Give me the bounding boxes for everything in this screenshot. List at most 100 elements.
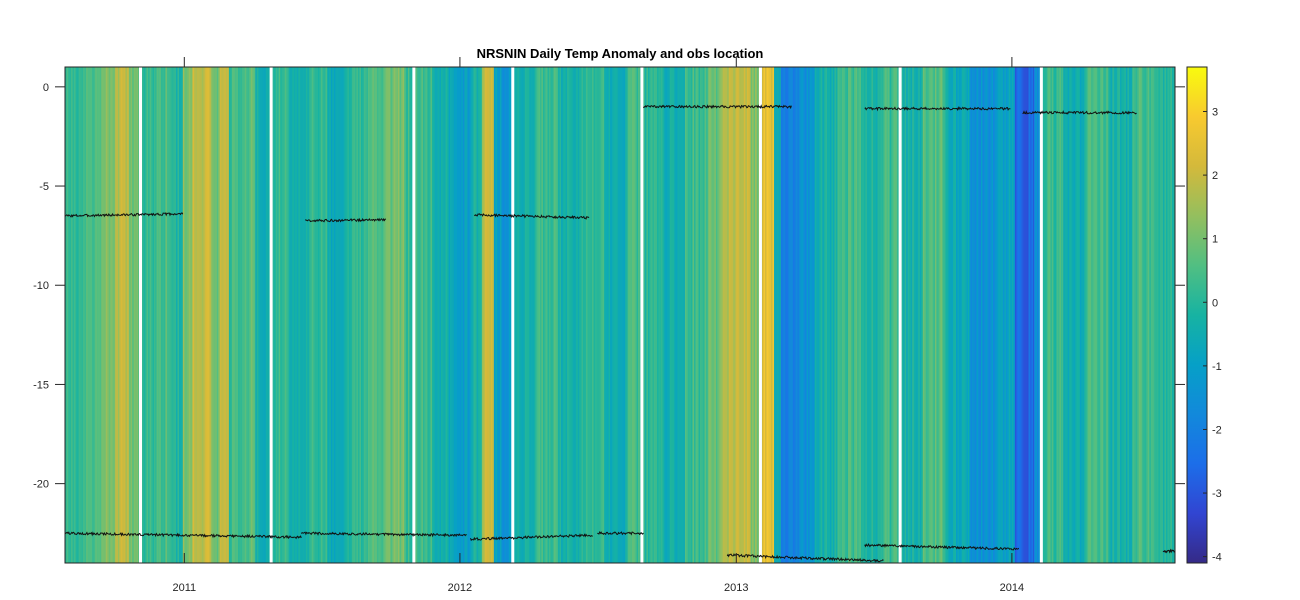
anomaly-segment <box>968 67 996 563</box>
anomaly-segment <box>684 67 709 563</box>
anomaly-segment <box>470 67 483 563</box>
anomaly-segment <box>604 67 629 563</box>
anomaly-segment <box>102 67 116 563</box>
anomaly-segment <box>142 67 157 563</box>
anomaly-segment <box>1132 67 1156 563</box>
anomaly-segment <box>1042 67 1064 563</box>
anomaly-segment <box>156 67 173 563</box>
obs-depth-track <box>470 533 593 542</box>
anomaly-segment <box>883 67 900 563</box>
anomaly-segment <box>415 67 433 563</box>
anomaly-segment <box>514 67 537 563</box>
obs-depth-track <box>642 104 792 110</box>
obs-depth-track <box>300 531 467 538</box>
colorbar: 3 2 1 0 -1 -2 -3 -4 <box>1186 66 1222 564</box>
data-gap-line <box>269 67 273 563</box>
obs-depth-track <box>597 531 644 536</box>
heatmap-plot-area <box>65 67 1175 563</box>
anomaly-segment <box>558 67 583 563</box>
anomaly-segment <box>65 67 84 563</box>
anomaly-segment <box>192 67 212 563</box>
data-gaps <box>139 67 1043 563</box>
obs-depth-track <box>65 212 184 218</box>
colorbar-tick-label: -3 <box>1212 488 1222 500</box>
anomaly-segment <box>719 67 734 563</box>
anomaly-segment <box>347 67 369 563</box>
anomaly-segment <box>182 67 194 563</box>
anomaly-segment <box>114 67 130 563</box>
anomaly-segment <box>289 67 310 563</box>
x-tick-label: 2011 <box>172 582 196 594</box>
anomaly-segment <box>481 67 495 563</box>
colorbar-tick-label: 2 <box>1212 170 1218 182</box>
colorbar-tick-label: -1 <box>1212 361 1222 373</box>
anomaly-segment <box>493 67 503 563</box>
y-tick-label: -20 <box>33 479 49 491</box>
x-tick-label: 2013 <box>724 582 748 594</box>
obs-depth-tracks <box>65 104 1175 563</box>
anomaly-segment <box>535 67 559 563</box>
anomaly-segment <box>733 67 752 563</box>
colorbar-tick-label: -2 <box>1212 424 1222 436</box>
anomaly-segment <box>210 67 219 563</box>
obs-depth-track <box>305 217 387 223</box>
y-tick-label: -15 <box>33 379 49 391</box>
obs-depth-track <box>864 106 1011 112</box>
x-tick-label: 2014 <box>1000 582 1024 594</box>
anomaly-segment <box>255 67 271 563</box>
anomaly-segment <box>643 67 663 563</box>
anomaly-segment <box>1014 67 1035 563</box>
axes-frame <box>64 66 1176 564</box>
anomaly-segment <box>272 67 290 563</box>
data-gap-line <box>898 67 902 563</box>
obs-depth-track <box>473 213 590 220</box>
obs-depth-track <box>65 531 302 540</box>
anomaly-segment <box>662 67 686 563</box>
anomaly-segment <box>83 67 104 563</box>
colorbar-ticks: 3 2 1 0 -1 -2 -3 -4 <box>1203 107 1222 564</box>
anomaly-segments <box>65 67 1175 563</box>
data-gap-line <box>758 67 762 563</box>
anomaly-segment <box>1109 67 1134 563</box>
y-axis: 0 -5 -10 -15 -20 <box>33 82 1185 491</box>
obs-depth-track <box>726 553 884 563</box>
anomaly-segment <box>945 67 970 563</box>
anomaly-segment <box>780 67 800 563</box>
anomaly-segment <box>708 67 721 563</box>
anomaly-segment <box>308 67 329 563</box>
anomaly-segment <box>327 67 349 563</box>
colorbar-gradient <box>1186 66 1208 564</box>
anomaly-segment <box>243 67 256 563</box>
data-gap-line <box>640 67 644 563</box>
anomaly-segment <box>860 67 885 563</box>
anomaly-segment <box>501 67 513 563</box>
anomaly-segment <box>922 67 947 563</box>
data-gap-line <box>412 67 416 563</box>
x-axis: 2011 2012 2013 2014 <box>172 57 1024 594</box>
y-tick-label: 0 <box>43 82 49 94</box>
anomaly-segment <box>228 67 244 563</box>
anomaly-segment <box>837 67 862 563</box>
data-gap-line <box>139 67 143 563</box>
obs-depth-track <box>1022 110 1137 115</box>
chart-title: NRSNIN Daily Temp Anomaly and obs locati… <box>477 46 764 61</box>
anomaly-segment <box>750 67 761 563</box>
anomaly-segment <box>129 67 141 563</box>
obs-depth-track <box>864 543 1020 551</box>
x-tick-label: 2012 <box>448 582 472 594</box>
obs-depth-track <box>1162 548 1175 554</box>
anomaly-segment <box>450 67 472 563</box>
colorbar-tick-label: -4 <box>1212 552 1222 564</box>
anomaly-segment <box>1155 67 1175 563</box>
y-tick-label: -10 <box>33 280 49 292</box>
anomaly-segment <box>431 67 452 563</box>
colorbar-tick-label: 1 <box>1212 234 1218 246</box>
data-gap-line <box>1039 67 1043 563</box>
anomaly-segment <box>774 67 782 563</box>
anomaly-segment <box>581 67 605 563</box>
anomaly-segment <box>218 67 230 563</box>
anomaly-segment <box>814 67 839 563</box>
y-tick-label: -5 <box>39 181 49 193</box>
anomaly-segment <box>1063 67 1088 563</box>
